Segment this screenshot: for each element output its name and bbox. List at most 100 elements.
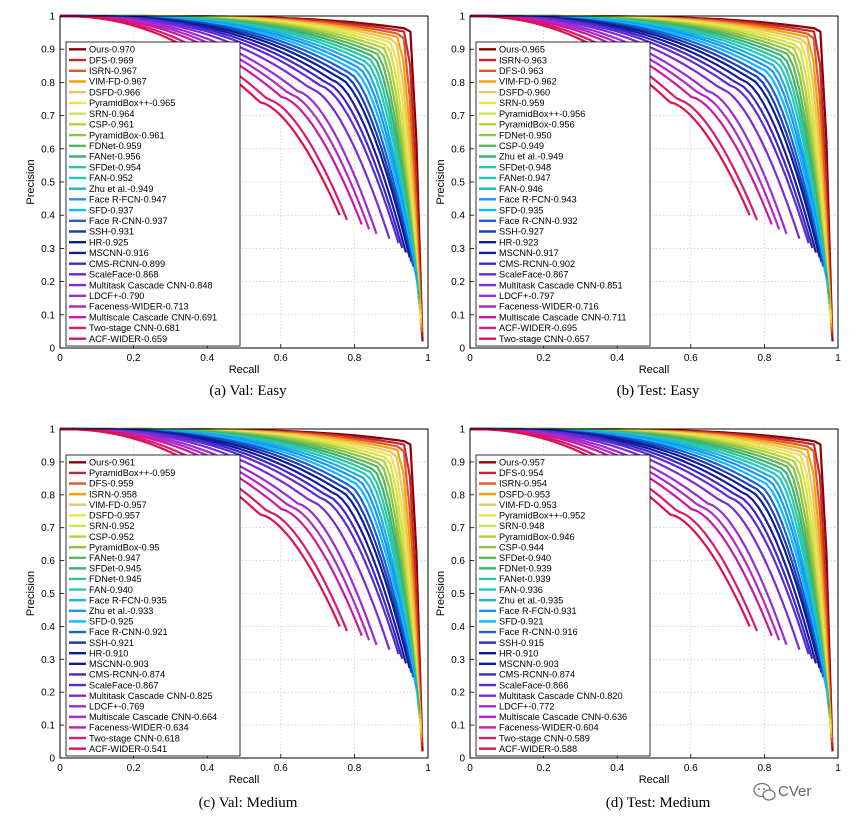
legend-label: ACF-WIDER-0.695 xyxy=(499,323,577,333)
legend-item: DSFD-0.960 xyxy=(479,87,550,97)
legend-label: ISRN-0.963 xyxy=(499,55,547,65)
legend-item: SRN-0.952 xyxy=(69,521,134,531)
x-tick-label: 0 xyxy=(467,763,473,774)
legend-item: Multitask Cascade CNN-0.825 xyxy=(69,691,213,701)
tick-labels: 0 0.2 0.4 0.6 0.8 1 0 0.1 0.2 0.3 0.4 0.5 0.6 0.7 0.8 0… xyxy=(41,425,431,775)
legend-item: Face R-FCN-0.943 xyxy=(479,195,577,205)
legend-item: DSFD-0.953 xyxy=(479,489,550,499)
chart-panel-1: 0 0.2 0.4 0.6 0.8 1 0 0.1 0.2 0.3 0.4 0.5 0.6 0.7 0.8 0… xyxy=(25,12,431,400)
x-tick-label: 0.2 xyxy=(537,353,551,364)
legend-item: FDNet-0.950 xyxy=(479,130,552,140)
x-tick-label: 0 xyxy=(57,353,63,364)
legend-item: SRN-0.959 xyxy=(479,98,544,108)
legend-item: PyramidBox++-0.959 xyxy=(69,468,175,478)
y-axis-label: Precision xyxy=(435,571,447,616)
legend-item: VIM-FD-0.957 xyxy=(69,500,147,510)
legend-label: SFDet-0.948 xyxy=(499,162,551,172)
legend-item: ISRN-0.958 xyxy=(69,489,137,499)
legend-item: Multiscale Cascade CNN-0.664 xyxy=(69,712,217,722)
legend: Ours-0.957DFS-0.954ISRN-0.954DSFD-0.953V… xyxy=(475,454,651,757)
x-axis-label: Recall xyxy=(639,774,670,786)
legend-label: Ours-0.965 xyxy=(499,45,545,55)
y-tick-label: 0.3 xyxy=(451,655,465,666)
legend-label: HR-0.925 xyxy=(89,237,128,247)
legend-label: Multitask Cascade CNN-0.851 xyxy=(499,280,623,290)
x-tick-label: 0.4 xyxy=(610,763,624,774)
legend-label: FAN-0.946 xyxy=(499,184,543,194)
legend-item: ISRN-0.967 xyxy=(69,66,137,76)
y-tick-label: 0.1 xyxy=(451,310,465,321)
legend-label: PyramidBox-0.961 xyxy=(89,130,165,140)
legend-item: Ours-0.965 xyxy=(479,45,545,55)
y-tick-label: 1 xyxy=(49,425,55,436)
legend-item: LDCF+-0.769 xyxy=(69,701,144,711)
legend-item: CMS-RCNN-0.874 xyxy=(69,670,165,680)
y-tick-label: 0.8 xyxy=(451,78,465,89)
legend-item: MSCNN-0.917 xyxy=(479,248,559,258)
legend-label: DSFD-0.957 xyxy=(89,511,140,521)
y-tick-label: 0.4 xyxy=(451,622,465,633)
legend-label: SRN-0.952 xyxy=(89,521,134,531)
legend-label: FANet-0.956 xyxy=(89,152,141,162)
x-tick-label: 0.4 xyxy=(200,353,214,364)
y-tick-label: 0 xyxy=(459,754,465,765)
legend-item: Ours-0.970 xyxy=(69,45,135,55)
legend-label: FDNet-0.945 xyxy=(89,574,142,584)
legend-label: DSFD-0.960 xyxy=(499,87,550,97)
y-tick-label: 0.8 xyxy=(451,490,465,501)
chart-panel-2: 0 0.2 0.4 0.6 0.8 1 0 0.1 0.2 0.3 0.4 0.5 0.6 0.7 0.8 0… xyxy=(435,12,841,400)
legend-item: DFS-0.963 xyxy=(479,66,543,76)
legend-label: Two-stage CNN-0.618 xyxy=(89,733,180,743)
y-tick-label: 0.1 xyxy=(41,721,55,732)
legend-label: LDCF+-0.797 xyxy=(499,291,554,301)
legend-label: CSP-0.944 xyxy=(499,542,544,552)
legend-item: Multitask Cascade CNN-0.848 xyxy=(69,280,213,290)
legend-item: Zhu et al.-0.935 xyxy=(479,595,563,605)
legend-item: FANet-0.939 xyxy=(479,574,551,584)
legend-item: Multiscale Cascade CNN-0.691 xyxy=(69,312,217,322)
y-tick-label: 0 xyxy=(459,344,465,355)
legend-item: FAN-0.946 xyxy=(479,184,543,194)
legend-label: Multiscale Cascade CNN-0.636 xyxy=(499,712,627,722)
legend-label: Multiscale Cascade CNN-0.664 xyxy=(89,712,217,722)
legend-item: MSCNN-0.916 xyxy=(69,248,149,258)
legend-label: Two-stage CNN-0.657 xyxy=(499,334,590,344)
x-axis-label: Recall xyxy=(229,774,260,786)
legend-item: Ours-0.957 xyxy=(479,458,545,468)
x-axis-label: Recall xyxy=(639,364,670,376)
legend-label: Ours-0.970 xyxy=(89,45,135,55)
legend-label: Face R-FCN-0.931 xyxy=(499,606,577,616)
legend-item: DFS-0.959 xyxy=(69,479,133,489)
x-tick-label: 0.8 xyxy=(347,763,361,774)
legend: Ours-0.970DFS-0.969ISRN-0.967VIM-FD-0.96… xyxy=(65,41,241,347)
y-tick-label: 0.3 xyxy=(451,244,465,255)
legend-label: SSH-0.931 xyxy=(89,227,134,237)
legend-item: PyramidBox++-0.952 xyxy=(479,511,585,521)
legend-item: DSFD-0.957 xyxy=(69,511,140,521)
legend-item: PyramidBox++-0.956 xyxy=(479,109,585,119)
legend-item: ScaleFace-0.868 xyxy=(69,270,158,280)
wechat-icon xyxy=(753,782,776,801)
y-tick-label: 0.5 xyxy=(41,178,55,189)
legend-item: FDNet-0.959 xyxy=(69,141,142,151)
legend-label: ACF-WIDER-0.541 xyxy=(89,744,167,754)
legend-item: CSP-0.961 xyxy=(69,120,134,130)
x-tick-label: 1 xyxy=(425,353,431,364)
legend-item: DFS-0.969 xyxy=(69,55,133,65)
legend-label: PyramidBox++-0.959 xyxy=(89,468,175,478)
tick-labels: 0 0.2 0.4 0.6 0.8 1 0 0.1 0.2 0.3 0.4 0.5 0.6 0.7 0.8 0… xyxy=(451,425,841,775)
legend-label: LDCF+-0.772 xyxy=(499,701,554,711)
y-axis-label: Precision xyxy=(25,571,37,616)
legend-item: Zhu et al.-0.949 xyxy=(69,184,153,194)
legend-item: PyramidBox-0.946 xyxy=(479,532,575,542)
legend-label: ScaleFace-0.868 xyxy=(89,270,158,280)
legend-label: FDNet-0.939 xyxy=(499,564,552,574)
y-tick-label: 0.2 xyxy=(451,277,465,288)
legend-item: CSP-0.949 xyxy=(479,141,544,151)
legend-label: Zhu et al.-0.933 xyxy=(89,606,153,616)
y-tick-label: 0.5 xyxy=(451,589,465,600)
legend-label: SFD-0.921 xyxy=(499,617,543,627)
legend-label: Face R-FCN-0.947 xyxy=(89,195,167,205)
watermark-text: CVer xyxy=(778,783,811,800)
legend-label: SFDet-0.945 xyxy=(89,564,141,574)
